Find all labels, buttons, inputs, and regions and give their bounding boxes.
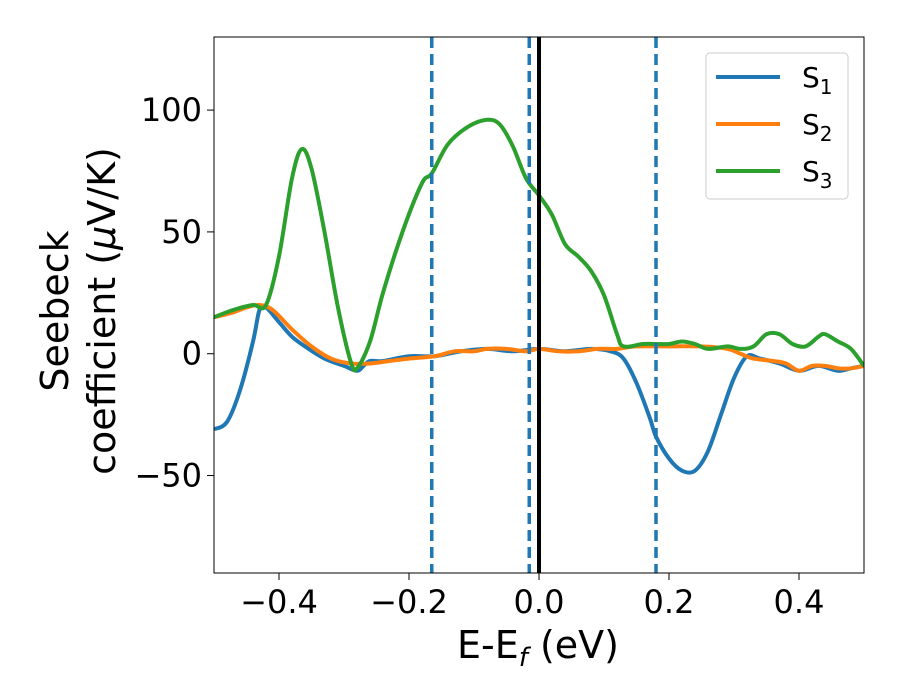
reference-lines <box>430 37 658 573</box>
y-tick-label: 50 <box>161 213 202 251</box>
series-line-s3 <box>214 117 864 373</box>
x-tick-label: −0.4 <box>240 583 318 621</box>
y-tick-label: 100 <box>141 91 202 129</box>
legend: S1 S2 S3 <box>705 52 849 200</box>
legend-label-s3: S3 <box>802 155 833 193</box>
y-axis-label: Seebeck coefficient (μV/K) <box>33 147 124 475</box>
x-tick-label: 0.4 <box>774 583 825 621</box>
y-axis-label-line2: coefficient (μV/K) <box>80 147 124 475</box>
y-axis-label-line1: Seebeck <box>33 230 77 391</box>
legend-label-s1: S1 <box>802 61 833 99</box>
axis-ticks: −0.4 −0.2 0.0 0.2 0.4 −50 0 50 100 <box>134 91 824 621</box>
x-axis-label: E-Ef (eV) <box>457 623 619 673</box>
y-tick-label: 0 <box>182 335 202 373</box>
x-tick-label: 0.0 <box>514 583 565 621</box>
x-tick-label: 0.2 <box>644 583 695 621</box>
legend-label-s2: S2 <box>802 108 833 146</box>
x-tick-label: −0.2 <box>370 583 448 621</box>
y-tick-label: −50 <box>134 457 202 495</box>
